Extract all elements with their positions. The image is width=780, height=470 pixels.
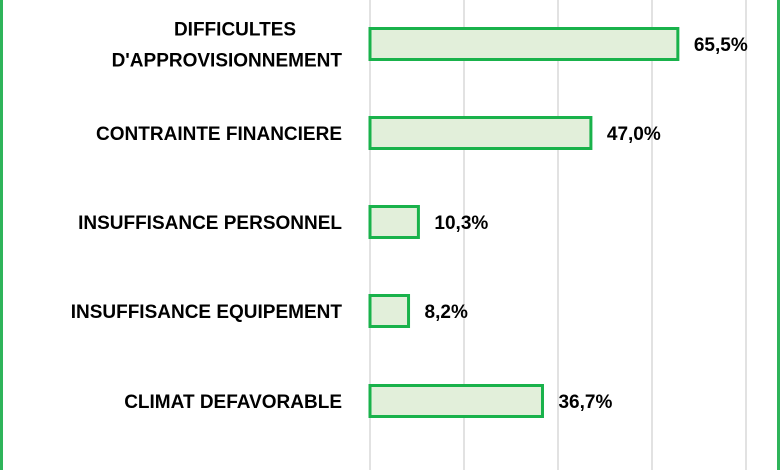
value-label: 8,2% — [425, 302, 468, 323]
category-label: INSUFFISANCE PERSONNEL — [78, 213, 342, 234]
chart-canvas: 65,5% DIFFICULTES D'APPROVISIONNEMENT 47,0%… — [71, 0, 748, 470]
bar — [368, 116, 593, 150]
value-label: 47,0% — [607, 124, 661, 145]
bar — [368, 384, 544, 418]
bar — [368, 205, 420, 239]
category-label: CONTRAINTE FINANCIERE — [96, 124, 342, 145]
value-label: 36,7% — [558, 392, 612, 413]
value-label: 65,5% — [694, 35, 748, 56]
bar — [368, 27, 680, 61]
category-label: INSUFFISANCE EQUIPEMENT — [71, 302, 343, 323]
category-label: CLIMAT DEFAVORABLE — [124, 392, 342, 413]
bar — [368, 294, 411, 328]
value-label: 10,3% — [434, 213, 488, 234]
category-label: DIFFICULTES D'APPROVISIONNEMENT — [112, 20, 343, 72]
